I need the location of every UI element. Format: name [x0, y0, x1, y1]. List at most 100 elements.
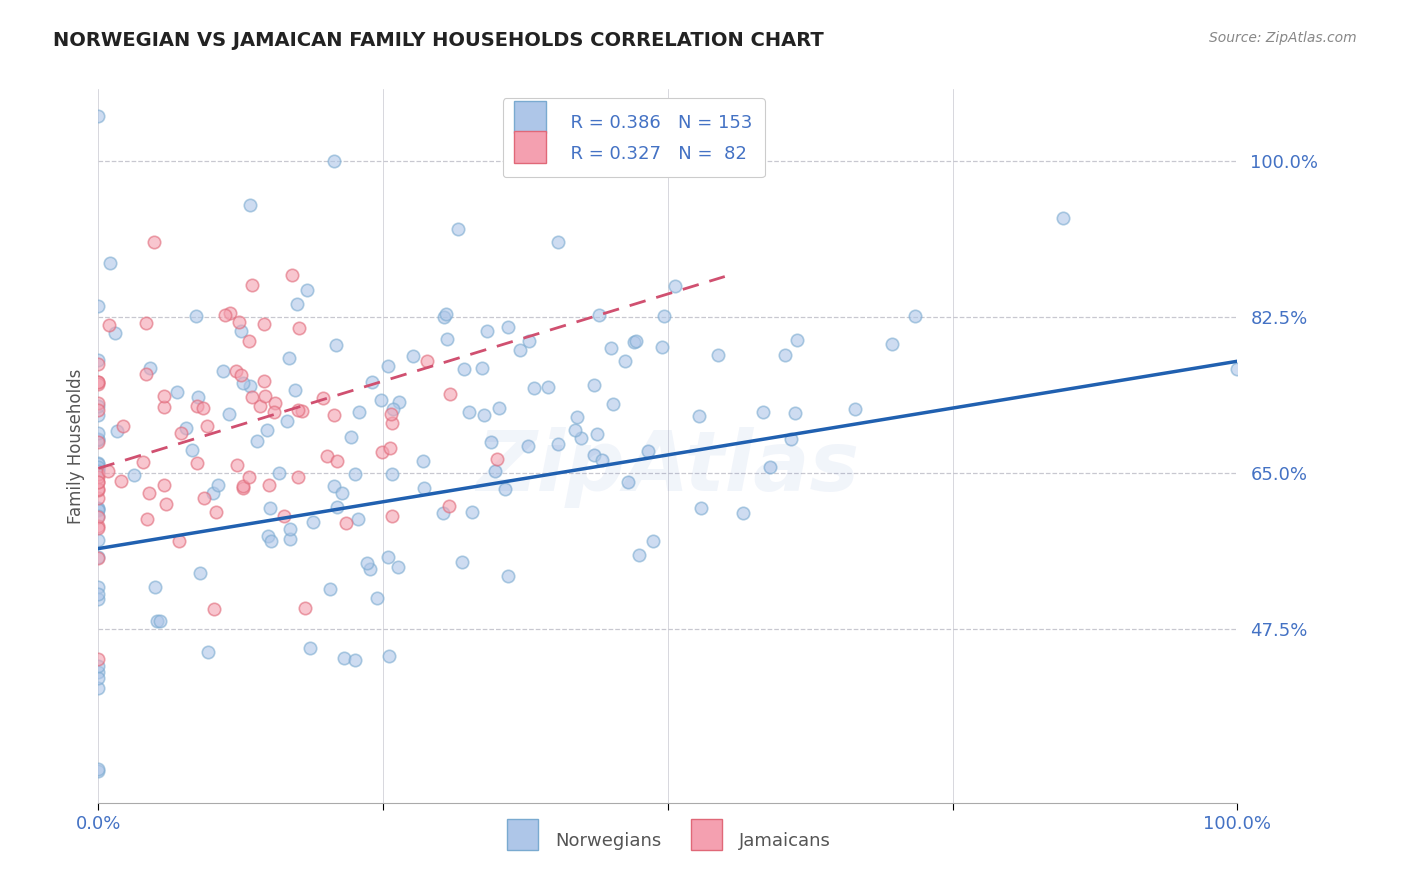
Point	[260, 533, 283, 548]
Point	[87, 299, 110, 313]
Point	[477, 324, 499, 338]
Point	[461, 505, 484, 519]
Point	[87, 358, 110, 372]
Point	[87, 671, 110, 685]
Point	[155, 497, 177, 511]
Point	[202, 485, 225, 500]
Point	[436, 332, 458, 346]
Point	[565, 409, 588, 424]
Point	[87, 462, 110, 476]
Point	[87, 483, 110, 497]
Point	[285, 297, 308, 311]
Point	[153, 478, 176, 492]
Point	[87, 580, 110, 594]
Point	[87, 762, 110, 776]
Point	[232, 481, 254, 495]
Point	[238, 470, 260, 484]
Legend: Norwegians, Jamaicans: Norwegians, Jamaicans	[498, 822, 838, 858]
Point	[343, 653, 366, 667]
Point	[330, 486, 353, 500]
Point	[402, 349, 425, 363]
Point	[87, 503, 110, 517]
Point	[582, 377, 605, 392]
Point	[882, 337, 904, 351]
Point	[641, 534, 664, 549]
Point	[87, 501, 110, 516]
Point	[758, 459, 780, 474]
Point	[904, 310, 927, 324]
Point	[166, 384, 188, 399]
Point	[382, 402, 405, 417]
Point	[87, 434, 110, 449]
Point	[87, 491, 110, 505]
Point	[87, 426, 110, 441]
Point	[602, 397, 624, 411]
Point	[87, 587, 110, 601]
Point	[107, 425, 129, 439]
Point	[278, 533, 301, 547]
Point	[447, 222, 470, 236]
Point	[256, 423, 278, 437]
Point	[651, 340, 673, 354]
Point	[1226, 362, 1249, 376]
Point	[176, 421, 198, 435]
Point	[287, 470, 309, 484]
Point	[87, 375, 110, 389]
Point	[325, 338, 347, 352]
Point	[416, 354, 439, 368]
Point	[231, 324, 253, 338]
Point	[311, 391, 333, 405]
Point	[186, 456, 208, 470]
Point	[240, 390, 263, 404]
Point	[87, 464, 110, 478]
Point	[87, 658, 110, 673]
Point	[652, 310, 675, 324]
Point	[522, 381, 544, 395]
Point	[98, 318, 121, 333]
Point	[547, 436, 569, 450]
Point	[388, 395, 411, 409]
Point	[361, 376, 384, 390]
Point	[180, 443, 202, 458]
Point	[87, 408, 110, 422]
Point	[356, 556, 378, 570]
Point	[193, 491, 215, 505]
Point	[87, 483, 110, 498]
Point	[287, 402, 309, 417]
Point	[257, 478, 280, 492]
Point	[232, 478, 254, 492]
Point	[600, 341, 623, 355]
Point	[170, 426, 193, 441]
Point	[588, 309, 610, 323]
Point	[731, 507, 754, 521]
Point	[143, 235, 166, 250]
Point	[627, 549, 650, 563]
Point	[87, 399, 110, 413]
Point	[284, 383, 307, 397]
Point	[378, 441, 401, 455]
Point	[484, 464, 506, 478]
Point	[340, 430, 363, 444]
Point	[323, 478, 346, 492]
Point	[245, 434, 267, 448]
Point	[87, 508, 110, 523]
Point	[322, 153, 344, 168]
Point	[214, 308, 236, 322]
Text: ZipAtlas: ZipAtlas	[477, 427, 859, 508]
Point	[349, 404, 371, 418]
Point	[87, 475, 110, 490]
Point	[249, 399, 271, 413]
Point	[380, 407, 402, 421]
Point	[186, 400, 208, 414]
Point	[97, 465, 120, 479]
Point	[494, 483, 516, 497]
Point	[783, 406, 806, 420]
Point	[623, 335, 645, 350]
Point	[486, 452, 509, 467]
Point	[87, 521, 110, 535]
Point	[378, 649, 401, 664]
Point	[87, 457, 110, 471]
Point	[87, 665, 110, 679]
Point	[87, 375, 110, 389]
Point	[218, 407, 240, 421]
